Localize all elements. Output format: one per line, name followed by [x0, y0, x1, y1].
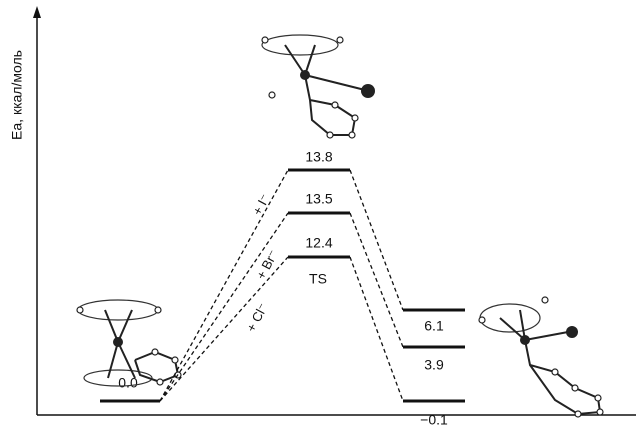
axis-arrow [33, 6, 41, 18]
ts-energy: 13.5 [305, 191, 332, 207]
reagent-label: + Br⁻ [253, 247, 281, 281]
product-energy: −0.1 [420, 412, 448, 428]
reagent-label: + I⁻ [249, 191, 272, 217]
product-molecule [479, 297, 603, 417]
axis-label: Eа, ккал/моль [9, 50, 25, 140]
reagent-label: + Cl⁻ [243, 301, 270, 335]
dash-path [160, 257, 288, 401]
product-energy: 6.1 [424, 318, 444, 334]
ts-energy: 12.4 [305, 235, 332, 251]
product-energy: 3.9 [424, 357, 444, 373]
ts-energy: 13.8 [305, 149, 332, 165]
dash-path [350, 170, 403, 310]
ts-label: TS [309, 271, 327, 287]
energy-diagram: Eа, ккал/моль 0.0 TS [0, 0, 636, 438]
ts-molecule [262, 35, 375, 138]
reactant-molecule [77, 300, 181, 386]
